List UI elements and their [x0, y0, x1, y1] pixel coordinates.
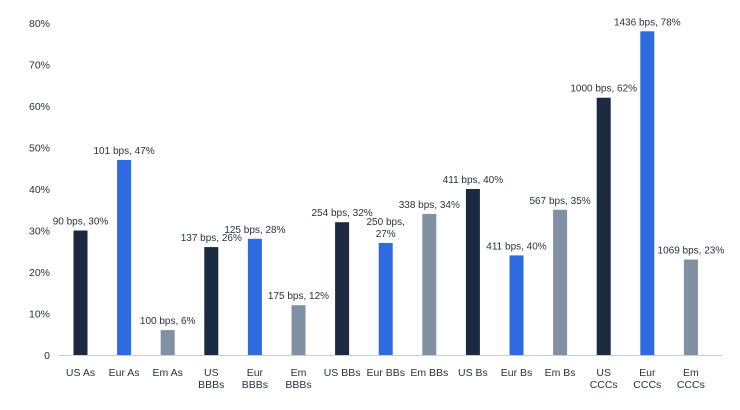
bar	[335, 222, 350, 355]
y-tick-label: 0	[44, 350, 50, 362]
data-label-line: 175 bps, 12%	[268, 291, 329, 302]
category-label-line: US	[204, 367, 219, 379]
category-label: Em As	[153, 367, 183, 379]
data-label-line: 254 bps, 32%	[312, 208, 373, 219]
bar	[683, 259, 698, 355]
bar	[247, 238, 262, 355]
category-label-line: Eur	[247, 367, 264, 379]
data-label: 567 bps, 35%	[530, 196, 591, 207]
bar	[509, 255, 524, 355]
bar	[640, 31, 655, 356]
category-label: US BBBs	[198, 367, 224, 391]
category-label: Eur As	[109, 367, 140, 379]
bar	[465, 189, 480, 355]
category-label-line: BBBs	[242, 379, 268, 391]
category-label-line: US BBs	[324, 367, 361, 379]
data-label-line: 1436 bps, 78%	[614, 17, 681, 28]
bar	[160, 330, 175, 355]
data-label-line: 250 bps,	[367, 217, 405, 228]
y-tick-label: 50%	[29, 143, 50, 155]
bar	[117, 159, 132, 355]
category-label-line: BBBs	[198, 379, 224, 391]
category-label-line: US	[596, 367, 611, 379]
data-label-line: 411 bps, 40%	[443, 175, 504, 186]
bars	[73, 31, 698, 356]
category-label-line: BBBs	[285, 379, 311, 391]
category-label-line: Em Bs	[545, 367, 576, 379]
y-tick-label: 10%	[29, 309, 50, 321]
data-label-line: 90 bps, 30%	[53, 217, 109, 228]
bar	[553, 209, 568, 355]
category-label-line: Em As	[153, 367, 183, 379]
y-tick-label: 70%	[29, 60, 50, 72]
category-label-line: Em	[683, 367, 699, 379]
category-label-line: Eur Bs	[501, 367, 533, 379]
category-label: Em BBBs	[285, 367, 311, 391]
data-label-line: 567 bps, 35%	[530, 196, 591, 207]
category-label-line: Eur As	[109, 367, 140, 379]
data-label: 411 bps, 40%	[443, 175, 504, 186]
y-tick-label: 30%	[29, 226, 50, 238]
category-label: Em CCCs	[677, 367, 705, 391]
category-label: Eur Bs	[501, 367, 533, 379]
category-label-line: Eur BBs	[366, 367, 405, 379]
data-label: 90 bps, 30%	[53, 217, 109, 228]
data-label-line: 100 bps, 6%	[140, 316, 196, 327]
category-label: Eur BBs	[366, 367, 405, 379]
bar	[204, 247, 219, 355]
category-label-line: CCCs	[633, 379, 661, 391]
data-label: 254 bps, 32%	[312, 208, 373, 219]
data-label-line: 411 bps, 40%	[486, 241, 547, 252]
data-label-line: 1000 bps, 62%	[570, 84, 637, 95]
data-label: 137 bps, 26%	[181, 233, 242, 244]
data-label-line: 101 bps, 47%	[94, 146, 155, 157]
bar	[73, 230, 88, 355]
category-label: US BBs	[324, 367, 361, 379]
category-label-line: US Bs	[458, 367, 488, 379]
data-label: 338 bps, 34%	[399, 200, 460, 211]
category-label-line: CCCs	[590, 379, 618, 391]
y-tick-label: 40%	[29, 184, 50, 196]
bar	[422, 213, 437, 355]
y-tick-label: 80%	[29, 18, 50, 30]
data-label: 250 bps, 27%	[367, 217, 405, 240]
category-label-line: CCCs	[677, 379, 705, 391]
category-label-line: Em BBs	[410, 367, 448, 379]
y-tick-label: 20%	[29, 267, 50, 279]
y-axis: 0 10% 20% 30% 40% 50% 60% 70% 80%	[29, 18, 50, 362]
category-label: Eur CCCs	[633, 367, 661, 391]
data-label: 101 bps, 47%	[94, 146, 155, 157]
bar	[291, 305, 306, 355]
data-label: 1000 bps, 62%	[570, 84, 637, 95]
bar	[596, 97, 611, 355]
data-label: 125 bps, 28%	[224, 225, 285, 236]
data-label-line: 27%	[376, 229, 396, 240]
data-label-line: 1069 bps, 23%	[658, 246, 725, 257]
bar	[378, 242, 393, 355]
data-label: 175 bps, 12%	[268, 291, 329, 302]
category-label: US Bs	[458, 367, 488, 379]
data-labels: 90 bps, 30% 101 bps, 47% 100 bps, 6% 137 bp…	[53, 17, 725, 327]
data-label: 1069 bps, 23%	[658, 246, 725, 257]
category-label: Em Bs	[545, 367, 576, 379]
category-label: Eur BBBs	[242, 367, 268, 391]
category-label-line: Eur	[639, 367, 656, 379]
category-label-line: US As	[66, 367, 95, 379]
category-label: US CCCs	[590, 367, 618, 391]
data-label-line: 338 bps, 34%	[399, 200, 460, 211]
category-label: Em BBs	[410, 367, 448, 379]
data-label: 411 bps, 40%	[486, 241, 547, 252]
data-label-line: 137 bps, 26%	[181, 233, 242, 244]
data-label: 100 bps, 6%	[140, 316, 196, 327]
category-label-line: Em	[291, 367, 307, 379]
data-label: 1436 bps, 78%	[614, 17, 681, 28]
data-label-line: 125 bps, 28%	[224, 225, 285, 236]
category-label: US As	[66, 367, 95, 379]
y-tick-label: 60%	[29, 101, 50, 113]
